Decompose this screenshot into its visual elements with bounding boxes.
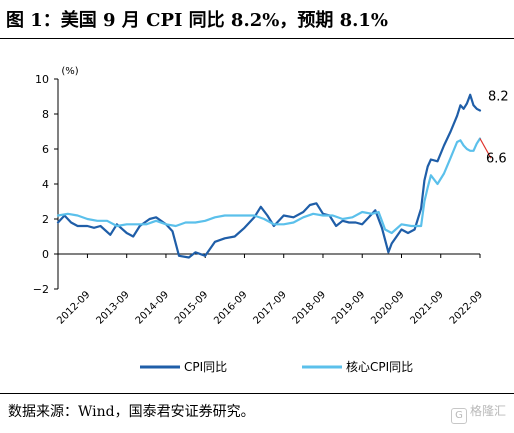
legend-cpi-label: CPI同比 <box>184 360 227 374</box>
chart-series <box>56 93 482 259</box>
x-tick-label: 2022-09 <box>448 289 485 326</box>
chart-labels: 8.2 6.6 <box>479 90 509 167</box>
figure-title: 图 1：美国 9 月 CPI 同比 8.2%，预期 8.1% <box>6 10 389 31</box>
line-chart: −2 0 2 4 6 8 10 (%) 2012-09 2013-09 2014-09 2015-09… <box>33 66 509 374</box>
y-tick-label: 6 <box>42 143 49 156</box>
x-tick-label: 2016-09 <box>212 289 249 326</box>
cpi-end-label: 8.2 <box>488 90 509 105</box>
core-cpi-end-label: 6.6 <box>486 152 507 167</box>
y-tick-label: 10 <box>35 73 49 86</box>
chart-legend: CPI同比 核心CPI同比 <box>140 360 413 374</box>
x-tick-label: 2020-09 <box>369 289 406 326</box>
x-tick-label: 2019-09 <box>330 289 367 326</box>
data-source-note: 数据来源：Wind，国泰君安证券研究。 <box>8 404 255 420</box>
watermark-text: 格隆汇 <box>469 404 506 418</box>
x-tick-label: 2012-09 <box>55 289 92 326</box>
title-rule <box>0 38 514 39</box>
x-tick-label: 2021-09 <box>409 289 446 326</box>
x-tick-label: 2015-09 <box>173 289 210 326</box>
y-tick-label: 0 <box>42 248 49 261</box>
legend-core-cpi-label: 核心CPI同比 <box>346 360 413 374</box>
x-tick-label: 2013-09 <box>94 289 131 326</box>
y-unit-label: (%) <box>61 66 78 77</box>
footer-rule <box>0 393 514 394</box>
chart-axes: −2 0 2 4 6 8 10 (%) 2012-09 2013-09 2014-09 2015-09… <box>33 66 485 327</box>
y-tick-label: 2 <box>42 213 49 226</box>
watermark-logo-icon: G <box>450 408 467 424</box>
watermark: G 格隆汇 <box>450 402 506 424</box>
x-tick-label: 2017-09 <box>252 289 289 326</box>
core-cpi-line <box>56 137 482 235</box>
x-tick-label: 2014-09 <box>134 289 171 326</box>
forecast-marker-line <box>479 138 492 159</box>
y-tick-label: −2 <box>33 283 49 296</box>
cpi-line <box>56 93 482 259</box>
y-tick-label: 8 <box>42 108 49 121</box>
x-tick-label: 2018-09 <box>291 289 328 326</box>
y-tick-label: 4 <box>42 178 49 191</box>
